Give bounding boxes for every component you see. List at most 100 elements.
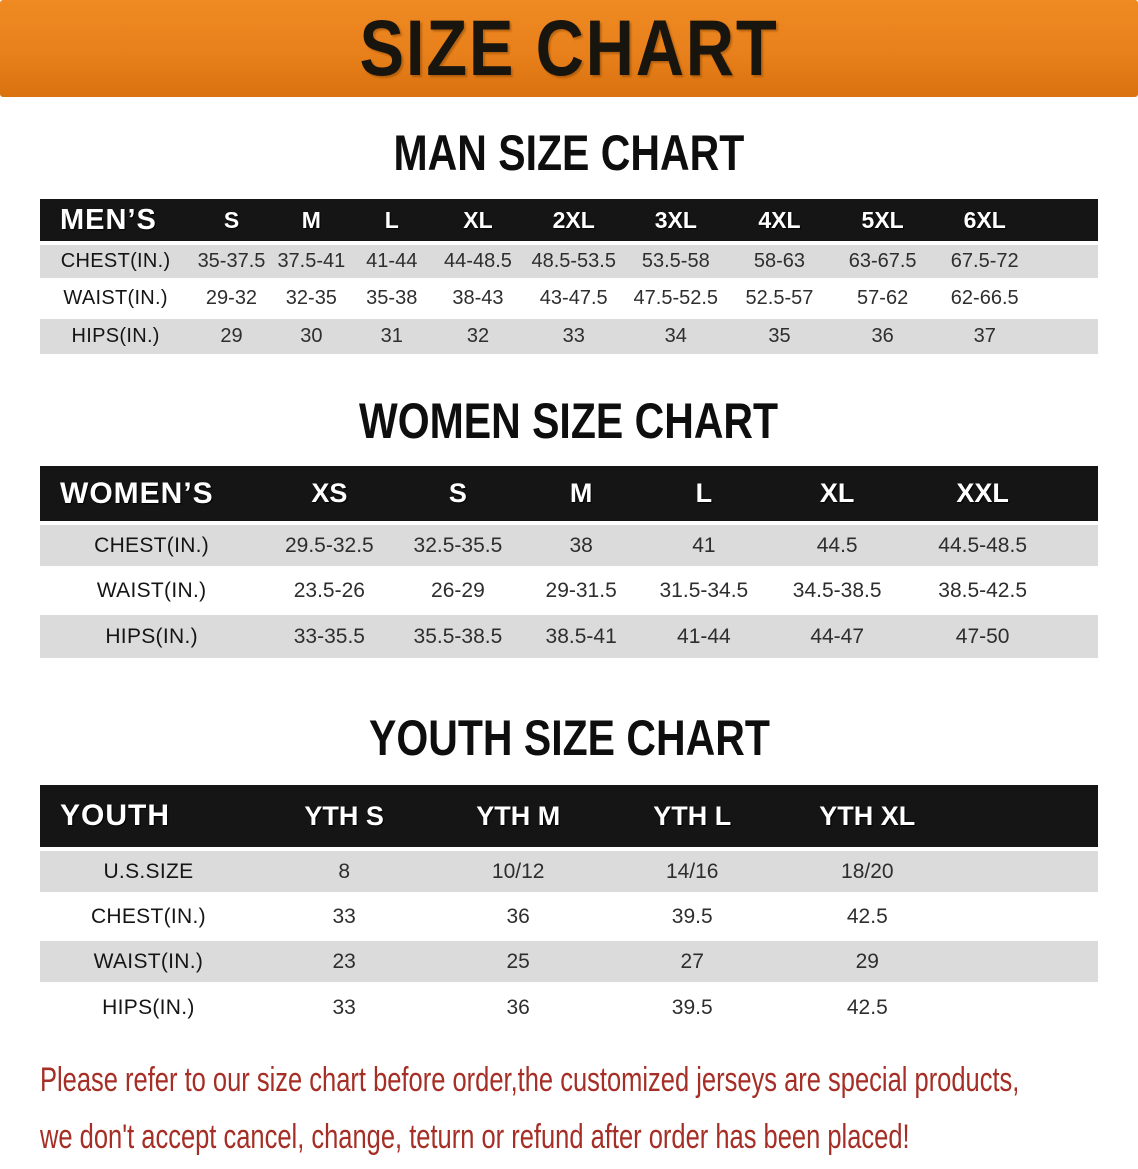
- row-label: U.S.SIZE: [40, 847, 257, 894]
- table-row-waist: WAIST(IN.) 23.5-26 26-29 29-31.5 31.5-34…: [40, 566, 1098, 613]
- size-value-cell: 29-31.5: [520, 566, 642, 613]
- policy-line-1: Please refer to our size chart before or…: [40, 1061, 1020, 1099]
- size-value-cell: 38: [520, 521, 642, 568]
- youth-size-table: YOUTH YTH S YTH M YTH L YTH XL U.S.SIZE …: [40, 785, 1098, 1029]
- size-value-cell: 29-32: [191, 278, 272, 317]
- filler-cell: [955, 982, 1098, 1029]
- size-column-header: XXL: [908, 466, 1057, 523]
- order-policy-note: Please refer to our size chart before or…: [40, 1055, 1138, 1169]
- size-value-cell: 53.5-58: [623, 241, 728, 280]
- size-value-cell: 42.5: [779, 892, 956, 939]
- size-column-header: M: [271, 199, 352, 243]
- size-value-cell: 44-48.5: [432, 241, 524, 280]
- size-column-header: S: [395, 466, 521, 523]
- filler-cell: [1035, 241, 1098, 280]
- size-value-cell: 33: [256, 892, 432, 939]
- size-value-cell: 8: [256, 847, 432, 894]
- filler-cell: [1035, 315, 1098, 354]
- size-column-header: YTH XL: [779, 785, 956, 849]
- table-row-ussize: U.S.SIZE 8 10/12 14/16 18/20: [40, 847, 1098, 894]
- filler-cell: [1035, 278, 1098, 317]
- banner-title: SIZE CHART: [359, 3, 779, 93]
- size-value-cell: 34.5-38.5: [765, 566, 909, 613]
- size-value-cell: 35-38: [351, 278, 433, 317]
- size-value-cell: 39.5: [604, 982, 780, 1029]
- filler-cell: [955, 785, 1098, 849]
- women-size-section: WOMEN SIZE CHART WOMEN’S XS S M L XL XXL…: [0, 396, 1138, 658]
- size-value-cell: 41-44: [641, 611, 766, 658]
- size-value-cell: 29.5-32.5: [263, 521, 396, 568]
- size-value-cell: 44-47: [765, 611, 909, 658]
- size-column-header: YTH S: [256, 785, 432, 849]
- size-value-cell: 18/20: [779, 847, 956, 894]
- row-label: WAIST(IN.): [40, 937, 257, 984]
- table-row-chest: CHEST(IN.) 33 36 39.5 42.5: [40, 892, 1098, 939]
- size-value-cell: 31: [351, 315, 433, 354]
- size-column-header: YTH L: [604, 785, 780, 849]
- size-value-cell: 57-62: [831, 278, 934, 317]
- table-row-chest: CHEST(IN.) 35-37.5 37.5-41 41-44 44-48.5…: [40, 241, 1098, 280]
- size-value-cell: 33: [256, 982, 432, 1029]
- size-column-header: S: [191, 199, 272, 243]
- size-value-cell: 47-50: [908, 611, 1057, 658]
- table-row-waist: WAIST(IN.) 23 25 27 29: [40, 937, 1098, 984]
- size-value-cell: 37: [933, 315, 1036, 354]
- size-value-cell: 31.5-34.5: [641, 566, 766, 613]
- size-column-header: M: [520, 466, 642, 523]
- size-value-cell: 26-29: [395, 566, 521, 613]
- size-column-header: 3XL: [623, 199, 728, 243]
- size-value-cell: 35-37.5: [191, 241, 272, 280]
- size-value-cell: 44.5: [765, 521, 909, 568]
- table-row-hips: HIPS(IN.) 33-35.5 35.5-38.5 38.5-41 41-4…: [40, 611, 1098, 658]
- filler-cell: [955, 937, 1098, 984]
- policy-line-2: we don't accept cancel, change, teturn o…: [40, 1118, 910, 1156]
- size-value-cell: 23: [256, 937, 432, 984]
- table-row-hips: HIPS(IN.) 33 36 39.5 42.5: [40, 982, 1098, 1029]
- youth-size-section: YOUTH SIZE CHART YOUTH YTH S YTH M YTH L…: [0, 713, 1138, 1029]
- size-value-cell: 32.5-35.5: [395, 521, 521, 568]
- men-table-label: MEN’S: [40, 199, 192, 243]
- size-value-cell: 44.5-48.5: [908, 521, 1057, 568]
- size-column-header: L: [641, 466, 766, 523]
- filler-cell: [955, 847, 1098, 894]
- men-size-section: MAN SIZE CHART MEN’S S M L XL 2XL 3XL 4X…: [0, 128, 1138, 354]
- row-label: HIPS(IN.): [40, 611, 264, 658]
- size-column-header: YTH M: [431, 785, 605, 849]
- size-value-cell: 63-67.5: [831, 241, 934, 280]
- size-value-cell: 41: [641, 521, 766, 568]
- youth-table-label: YOUTH: [40, 785, 257, 849]
- size-value-cell: 34: [623, 315, 728, 354]
- size-column-header: 4XL: [727, 199, 832, 243]
- size-value-cell: 36: [831, 315, 934, 354]
- size-value-cell: 14/16: [604, 847, 780, 894]
- size-value-cell: 27: [604, 937, 780, 984]
- women-size-table: WOMEN’S XS S M L XL XXL CHEST(IN.) 29.5-…: [40, 466, 1098, 658]
- size-value-cell: 29: [191, 315, 272, 354]
- size-value-cell: 32-35: [271, 278, 352, 317]
- men-size-table: MEN’S S M L XL 2XL 3XL 4XL 5XL 6XL CHEST…: [40, 199, 1098, 354]
- row-label: WAIST(IN.): [40, 278, 192, 317]
- row-label: HIPS(IN.): [40, 982, 257, 1029]
- size-value-cell: 36: [431, 982, 605, 1029]
- size-value-cell: 36: [431, 892, 605, 939]
- men-header-row: MEN’S S M L XL 2XL 3XL 4XL 5XL 6XL: [40, 199, 1098, 243]
- row-label: WAIST(IN.): [40, 566, 264, 613]
- size-value-cell: 67.5-72: [933, 241, 1036, 280]
- row-label: CHEST(IN.): [40, 892, 257, 939]
- size-value-cell: 41-44: [351, 241, 433, 280]
- row-label: HIPS(IN.): [40, 315, 192, 354]
- table-row-hips: HIPS(IN.) 29 30 31 32 33 34 35 36 37: [40, 315, 1098, 354]
- women-header-row: WOMEN’S XS S M L XL XXL: [40, 466, 1098, 523]
- youth-section-heading: YOUTH SIZE CHART: [368, 710, 770, 766]
- row-label: CHEST(IN.): [40, 241, 192, 280]
- filler-cell: [1056, 521, 1098, 568]
- size-value-cell: 29: [779, 937, 956, 984]
- size-value-cell: 10/12: [431, 847, 605, 894]
- size-chart-banner: SIZE CHART: [0, 0, 1138, 97]
- size-column-header: XL: [432, 199, 524, 243]
- size-value-cell: 32: [432, 315, 524, 354]
- size-value-cell: 47.5-52.5: [623, 278, 728, 317]
- size-column-header: 5XL: [831, 199, 934, 243]
- size-value-cell: 48.5-53.5: [523, 241, 624, 280]
- size-value-cell: 30: [271, 315, 352, 354]
